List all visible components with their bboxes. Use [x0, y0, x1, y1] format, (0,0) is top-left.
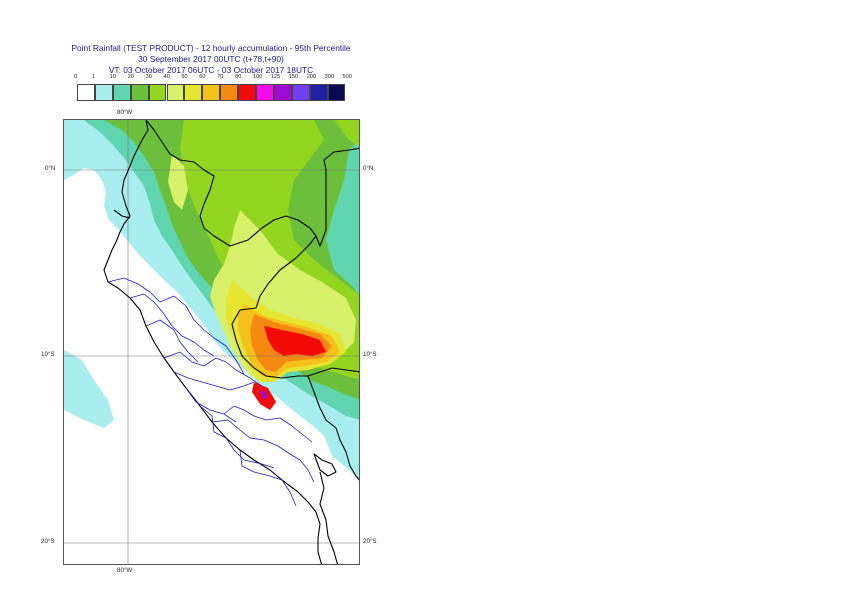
- lon-label-80w-top: 80°W: [117, 109, 133, 116]
- legend-color-swatch: [220, 84, 239, 101]
- legend-color-swatch: [256, 84, 274, 101]
- legend-color-swatch: [77, 84, 95, 101]
- legend-color-swatch: [112, 84, 131, 101]
- lat-label-10s-right: 10°S: [363, 351, 377, 358]
- precip-red-core: [264, 326, 326, 356]
- legend-threshold-label: 20: [127, 74, 134, 80]
- legend-threshold-label: 150: [288, 74, 299, 80]
- legend-threshold-label: 500: [342, 74, 352, 80]
- legend-color-swatch: [238, 84, 256, 101]
- legend-threshold-label: 80: [235, 74, 242, 80]
- chart-subtitle-run: 30 September 2017 00UTC (t+78,t+90): [138, 54, 284, 64]
- legend-color-swatch: [273, 84, 292, 101]
- precip-light-south: [314, 410, 359, 480]
- precip-lime-ne: [334, 120, 359, 147]
- legend-threshold-label: 300: [324, 74, 334, 80]
- legend-threshold-label: 40: [163, 74, 170, 80]
- map-canvas: [64, 120, 359, 564]
- lat-label-10s-left: 10°S: [41, 351, 55, 358]
- precip-map: [63, 119, 360, 565]
- legend-threshold-label: 50: [181, 74, 188, 80]
- lat-label-20s-left: 20°S: [41, 538, 55, 545]
- graticule: [64, 120, 359, 564]
- chart-title: Point Rainfall (TEST PRODUCT) - 12 hourl…: [71, 43, 351, 53]
- chart-subtitle-validity: VT: 03 October 2017 06UTC - 03 October 2…: [108, 65, 314, 75]
- legend-threshold-label: 200: [306, 74, 317, 80]
- legend-color-swatch: [184, 84, 203, 101]
- legend-threshold-label: 0: [74, 74, 78, 80]
- legend-color-swatch: [291, 84, 310, 101]
- legend-color-swatch: [130, 84, 149, 101]
- legend-color-swatch: [309, 84, 328, 101]
- legend-threshold-label: 10: [109, 74, 117, 80]
- lat-label-equator-right: 0°N: [363, 165, 374, 172]
- legend-color-swatch: [327, 84, 346, 101]
- legend-threshold-label: 60: [199, 74, 206, 80]
- precip-yellowgreen-north: [168, 154, 188, 210]
- lat-label-20s-right: 20°S: [363, 538, 377, 545]
- legend-color-swatch: [202, 84, 221, 101]
- legend-threshold-label: 100: [253, 74, 263, 80]
- precip-legend: 0 1 10 20 30 40 50 60 70 80 100 125 150 200 300 500: [0, 0, 842, 110]
- legend-color-swatch: [148, 84, 167, 101]
- lat-label-equator-left: 0°N: [45, 165, 56, 172]
- legend-threshold-label: 125: [270, 74, 281, 80]
- legend-color-swatch: [166, 84, 185, 101]
- precip-light-ocean-patch: [64, 350, 114, 428]
- legend-threshold-label: 30: [145, 74, 152, 80]
- national-borders: [103, 120, 359, 564]
- legend-threshold-label: 1: [91, 74, 96, 80]
- legend-color-swatch: [94, 84, 113, 101]
- legend-threshold-label: 70: [217, 74, 224, 80]
- precip-magenta-dot: [260, 390, 267, 399]
- regional-borders: [107, 277, 315, 507]
- lon-label-80w-bottom: 80°W: [117, 567, 133, 574]
